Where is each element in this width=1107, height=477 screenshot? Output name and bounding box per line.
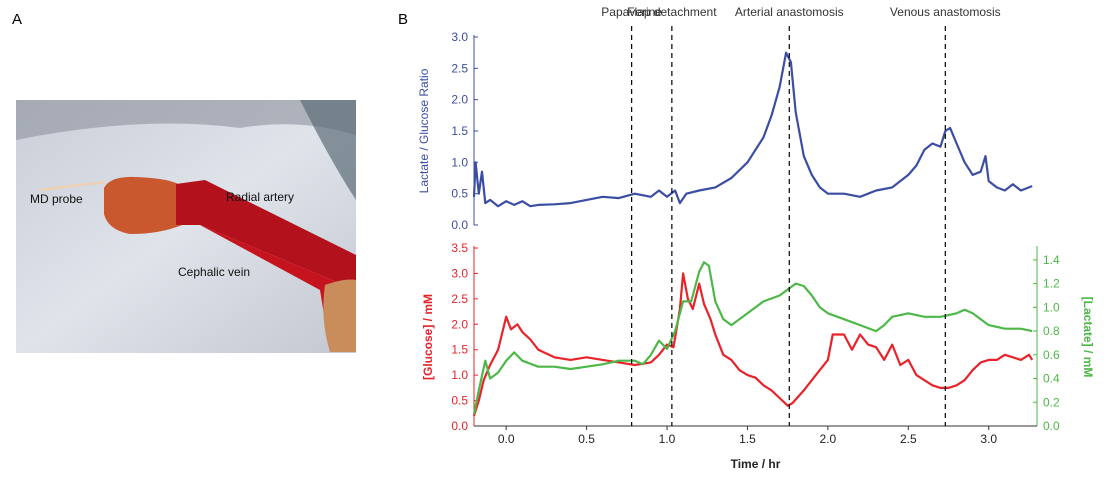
x-tick-label: 1.0 bbox=[659, 432, 676, 446]
y-tick-label: 2.0 bbox=[451, 317, 468, 331]
y-tick-label: 0.2 bbox=[1043, 395, 1060, 409]
y-tick-label: 0.0 bbox=[451, 419, 468, 433]
y-tick-label: 0.5 bbox=[451, 187, 468, 201]
photo-label: Cephalic vein bbox=[178, 265, 250, 279]
photo: MD probe Radial artery Cephalic vein bbox=[16, 100, 356, 353]
x-tick-label: 2.5 bbox=[900, 432, 917, 446]
event-label: Arterial anastomosis bbox=[735, 5, 844, 19]
x-axis-label: Time / hr bbox=[731, 457, 781, 471]
y-tick-label: 1.4 bbox=[1043, 253, 1060, 267]
skin-edge bbox=[323, 279, 356, 352]
x-tick-label: 2.0 bbox=[820, 432, 837, 446]
y-tick-label: 3.0 bbox=[451, 266, 468, 280]
y-tick-label: 0.8 bbox=[1043, 324, 1060, 338]
series-line bbox=[472, 51, 1033, 208]
panel-label: B bbox=[398, 11, 408, 28]
photo-label: MD probe bbox=[30, 192, 83, 206]
y-tick-label: 0.4 bbox=[1043, 372, 1060, 386]
y-tick-label: 1.5 bbox=[451, 343, 468, 357]
series-line bbox=[472, 261, 1033, 415]
y2-axis-label: [Lactate] / mM bbox=[1081, 297, 1095, 378]
photo-shadow bbox=[16, 100, 356, 140]
y-tick-label: 2.5 bbox=[451, 61, 468, 75]
y-tick-label: 1.0 bbox=[451, 155, 468, 169]
y-tick-label: 1.0 bbox=[1043, 300, 1060, 314]
y-tick-label: 2.0 bbox=[451, 93, 468, 107]
y-axis-label: [Glucose] / mM bbox=[421, 294, 435, 380]
photo-label: Radial artery bbox=[226, 190, 294, 204]
y-tick-label: 3.5 bbox=[451, 241, 468, 255]
x-tick-label: 0.5 bbox=[578, 432, 595, 446]
probe-tube bbox=[39, 180, 106, 192]
x-tick-label: 1.5 bbox=[739, 432, 756, 446]
y-tick-label: 3.0 bbox=[451, 30, 468, 44]
y-tick-label: 2.5 bbox=[451, 292, 468, 306]
flap bbox=[104, 176, 182, 234]
photo-drape bbox=[300, 100, 356, 200]
y-tick-label: 0.6 bbox=[1043, 348, 1060, 362]
series-line bbox=[472, 272, 1034, 417]
photo-background bbox=[16, 100, 356, 353]
y-tick-label: 0.5 bbox=[451, 394, 468, 408]
x-tick-label: 0.0 bbox=[498, 432, 515, 446]
y-tick-label: 1.0 bbox=[451, 368, 468, 382]
vessels bbox=[176, 180, 356, 290]
y-tick-label: 0.0 bbox=[451, 218, 468, 232]
y-axis-label: Lactate / Glucose Ratio bbox=[417, 68, 431, 193]
y-tick-label: 0.0 bbox=[1043, 419, 1060, 433]
event-label: Papaverine bbox=[601, 5, 662, 19]
y-tick-label: 1.2 bbox=[1043, 277, 1060, 291]
panel-label: A bbox=[12, 11, 22, 28]
event-label: Venous anastomosis bbox=[890, 5, 1001, 19]
event-label: Flap detachment bbox=[627, 5, 717, 19]
y-tick-label: 1.5 bbox=[451, 124, 468, 138]
x-tick-label: 3.0 bbox=[980, 432, 997, 446]
